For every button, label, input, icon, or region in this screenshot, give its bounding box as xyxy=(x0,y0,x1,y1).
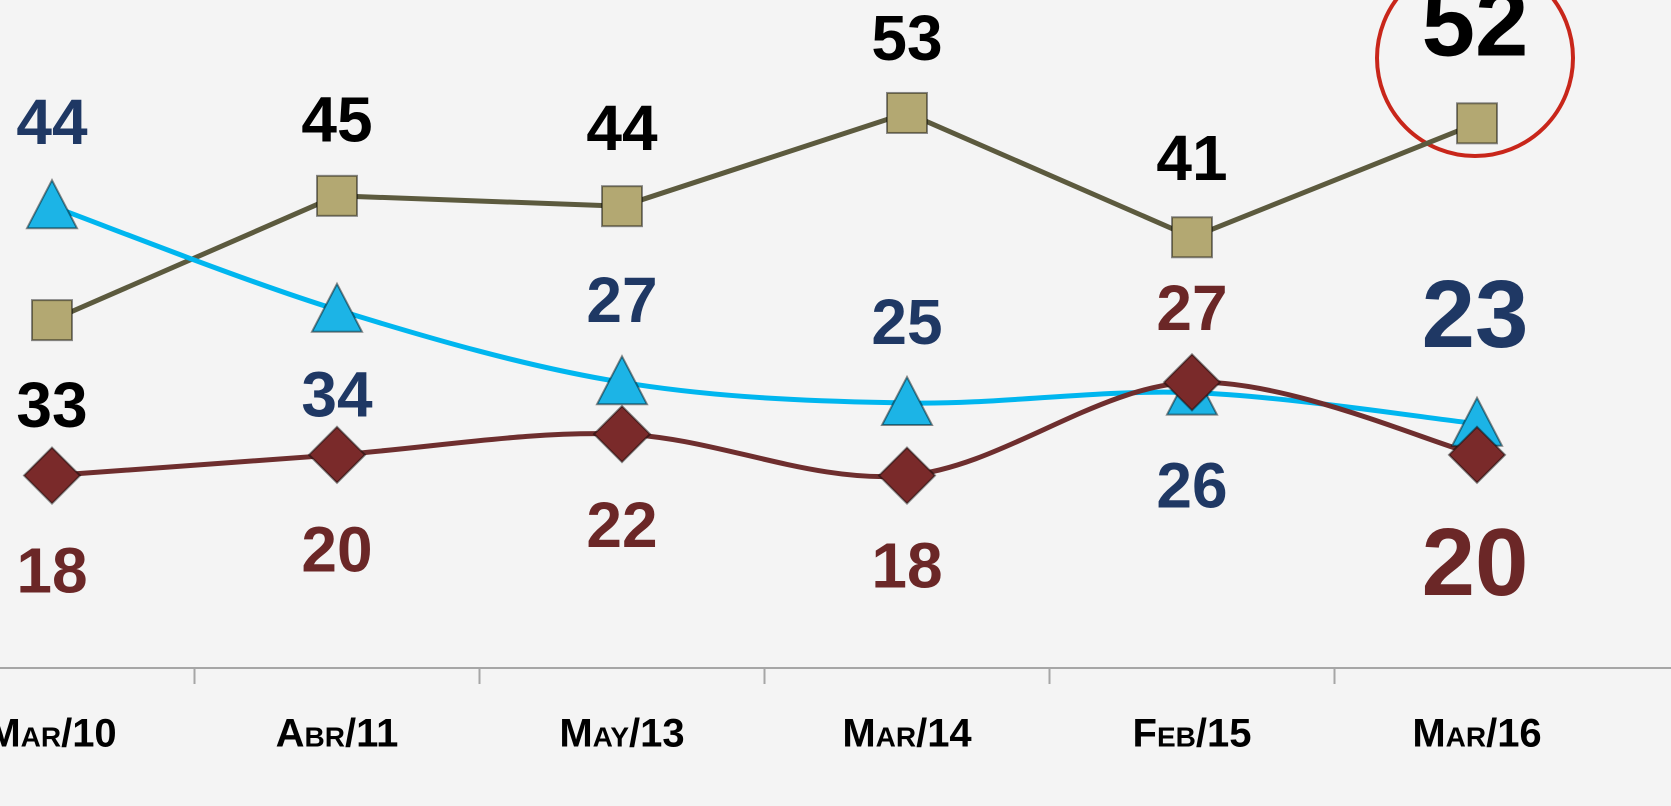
marker-triangle xyxy=(25,178,79,230)
x-tick-label: Abr/11 xyxy=(276,712,399,756)
data-label: 20 xyxy=(301,514,372,586)
x-tick-label: Mar/14 xyxy=(842,712,972,756)
data-label: 26 xyxy=(1156,450,1227,522)
data-label: 53 xyxy=(871,2,942,74)
x-tick-label: Mar/10 xyxy=(0,712,117,756)
data-label: 27 xyxy=(586,264,657,336)
data-label: 23 xyxy=(1422,261,1529,368)
data-label: 18 xyxy=(16,534,87,606)
marker-diamond xyxy=(22,446,82,505)
x-tick-label: Feb/15 xyxy=(1133,712,1252,756)
data-label: 44 xyxy=(16,86,88,158)
x-tick-label: Mar/16 xyxy=(1412,712,1541,756)
marker-triangle xyxy=(595,354,649,406)
marker-diamond xyxy=(1162,352,1222,412)
data-label: 22 xyxy=(586,489,657,561)
data-label: 41 xyxy=(1156,122,1227,194)
marker-diamond xyxy=(307,425,367,485)
data-label: 52 xyxy=(1422,0,1529,77)
marker-square xyxy=(316,174,358,217)
marker-square xyxy=(1456,102,1498,145)
marker-triangle xyxy=(880,374,934,427)
series-line xyxy=(51,379,1478,479)
data-label: 27 xyxy=(1156,272,1227,344)
marker-triangle xyxy=(310,281,364,333)
data-label: 25 xyxy=(871,286,942,358)
marker-square xyxy=(601,185,643,228)
data-label: 33 xyxy=(16,369,87,441)
series-line xyxy=(51,203,1478,427)
data-label: 34 xyxy=(301,359,373,431)
marker-square xyxy=(31,299,73,342)
marker-square xyxy=(886,91,928,134)
marker-diamond xyxy=(592,404,652,464)
data-label: 18 xyxy=(871,529,942,601)
highlight-circle xyxy=(1375,0,1575,158)
series-line xyxy=(51,110,1478,323)
data-label: 20 xyxy=(1422,509,1529,616)
marker-square xyxy=(1171,216,1213,259)
data-label: 44 xyxy=(586,92,658,164)
x-tick-label: May/13 xyxy=(559,712,684,756)
marker-diamond xyxy=(877,446,937,505)
data-label: 45 xyxy=(301,84,372,156)
marker-diamond xyxy=(1447,425,1507,485)
